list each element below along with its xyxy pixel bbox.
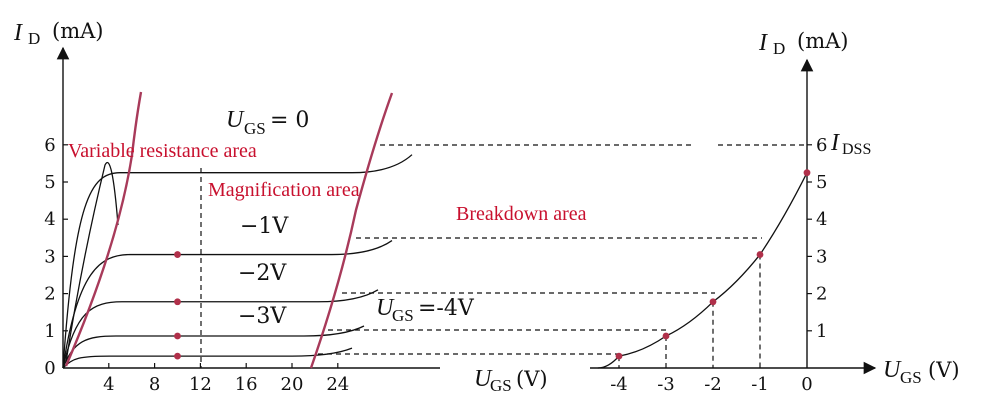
left-y-tick-label: 5 bbox=[44, 172, 55, 193]
output-curve bbox=[62, 240, 393, 369]
left-x-ticks: 4 8 12 16 20 24 bbox=[103, 363, 349, 395]
right-marked-point bbox=[615, 352, 623, 360]
left-marked-point bbox=[174, 251, 181, 258]
left-marked-point bbox=[174, 352, 181, 360]
left-y-ticks: 0 1 2 3 4 5 6 bbox=[44, 135, 68, 379]
right-marked-points bbox=[615, 169, 811, 360]
right-y-tick-label: 1 bbox=[816, 321, 827, 342]
transfer-characteristic-chart: I D (mA) U GS (V) I DSS 1 2 3 4 5 6 -4 -3 -2 -1 0 bbox=[590, 29, 960, 395]
left-x-tick-label: 8 bbox=[149, 374, 160, 395]
right-x-tick-label: -3 bbox=[657, 374, 675, 395]
right-y-tick-label: 4 bbox=[816, 209, 827, 230]
right-ylabel-sub: D bbox=[773, 39, 785, 58]
idss-label-sub: DSS bbox=[842, 141, 871, 158]
left-x-tick-label: 4 bbox=[103, 374, 114, 395]
left-xlabel-symbol: U bbox=[474, 366, 493, 392]
left-ylabel-unit: (mA) bbox=[52, 19, 103, 43]
output-curve bbox=[62, 289, 379, 369]
bottom-curve-label-sub: GS bbox=[392, 306, 414, 325]
bottom-curve-label-symbol: U bbox=[376, 295, 395, 321]
right-y-tick-label: 2 bbox=[816, 284, 827, 305]
left-xlabel-unit: (V) bbox=[516, 367, 548, 391]
right-vertical-dashes bbox=[618, 254, 761, 368]
curve-label-minus2v: −2V bbox=[238, 261, 287, 286]
left-y-tick-label: 3 bbox=[44, 246, 55, 267]
left-x-tick-label: 12 bbox=[189, 374, 212, 395]
left-x-tick-label: 20 bbox=[281, 374, 304, 395]
right-y-tick-label: 6 bbox=[816, 135, 827, 156]
top-curve-label-rest: = 0 bbox=[270, 108, 309, 133]
right-xlabel-sub: GS bbox=[900, 368, 922, 387]
pinch-off-boundary-left bbox=[64, 91, 143, 367]
right-x-tick-label: -1 bbox=[751, 374, 769, 395]
left-ylabel-symbol: I bbox=[13, 20, 23, 46]
top-curve-label-sub: GS bbox=[244, 119, 266, 138]
left-y-tick-label: 2 bbox=[44, 284, 55, 305]
right-xlabel-symbol: U bbox=[883, 357, 902, 383]
right-marked-point bbox=[756, 251, 764, 258]
right-marked-point bbox=[803, 169, 811, 177]
variable-resistance-curve bbox=[65, 161, 119, 363]
right-x-ticks: -4 -3 -2 -1 0 bbox=[610, 374, 813, 395]
right-marked-point bbox=[709, 298, 717, 306]
breakdown-boundary-right bbox=[309, 92, 394, 369]
right-x-tick-label: 0 bbox=[801, 374, 812, 395]
left-y-tick-label: 6 bbox=[44, 135, 55, 156]
right-xlabel-unit: (V) bbox=[928, 358, 960, 382]
output-curves bbox=[62, 154, 413, 369]
curve-label-minus1v: −1V bbox=[240, 214, 289, 239]
variable-resistance-area-label: Variable resistance area bbox=[68, 140, 257, 162]
breakdown-area-label: Breakdown area bbox=[456, 203, 587, 225]
bottom-curve-label-rest: =-4V bbox=[418, 296, 475, 321]
right-x-tick-label: -4 bbox=[610, 374, 628, 395]
right-x-tick-label: -2 bbox=[704, 374, 722, 395]
right-ylabel-unit: (mA) bbox=[797, 29, 848, 53]
left-x-tick-label: 16 bbox=[235, 374, 258, 395]
magnification-area-label: Magnification area bbox=[208, 179, 360, 201]
output-curve bbox=[62, 347, 353, 369]
left-y-tick-label: 1 bbox=[44, 321, 55, 342]
left-marked-point bbox=[174, 332, 181, 340]
right-y-tick-label: 5 bbox=[816, 172, 827, 193]
left-marked-points bbox=[174, 251, 181, 360]
left-x-tick-label: 24 bbox=[326, 374, 349, 395]
right-y-ticks: 1 2 3 4 5 6 bbox=[807, 135, 827, 342]
right-ylabel-symbol: I bbox=[758, 30, 768, 56]
right-marked-point bbox=[662, 332, 670, 340]
transfer-curve bbox=[597, 172, 808, 369]
left-marked-point bbox=[174, 298, 181, 306]
right-y-tick-label: 3 bbox=[816, 246, 827, 267]
top-curve-label-symbol: U bbox=[226, 107, 245, 133]
left-y-tick-label: 4 bbox=[44, 209, 55, 230]
connecting-dashed-lines bbox=[318, 144, 806, 355]
left-xlabel-sub: GS bbox=[490, 376, 512, 395]
idss-label-symbol: I bbox=[830, 130, 840, 156]
left-ylabel-sub: D bbox=[28, 29, 40, 48]
curve-label-minus3v: −3V bbox=[238, 304, 287, 329]
output-curve bbox=[62, 154, 413, 369]
left-y-tick-label: 0 bbox=[44, 358, 55, 379]
